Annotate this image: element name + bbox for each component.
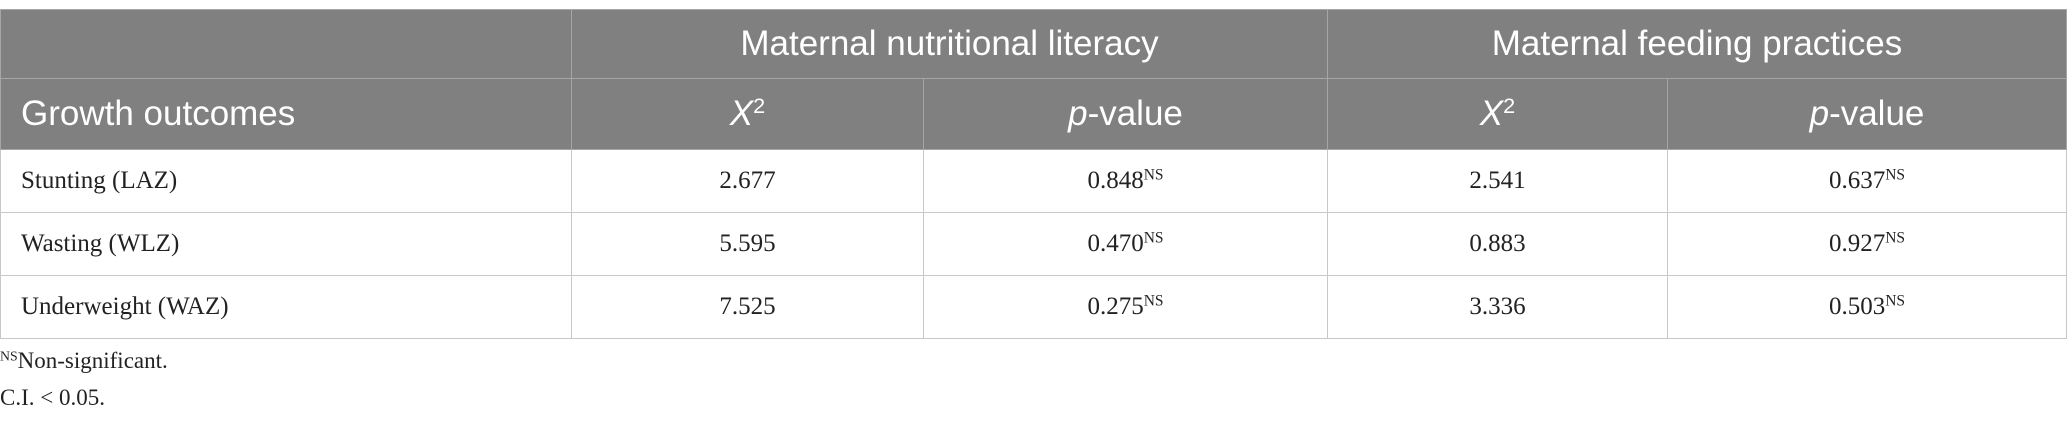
column-header: X2 bbox=[1327, 78, 1668, 150]
results-table: Maternal nutritional literacy Maternal f… bbox=[0, 9, 2067, 339]
cell-value: 0.470 bbox=[1087, 230, 1144, 257]
cell-value: 0.637 bbox=[1828, 167, 1886, 194]
column-header: X2 bbox=[571, 78, 924, 150]
footnote-text: Non-significant. bbox=[17, 348, 168, 373]
group-header: Maternal feeding practices bbox=[1327, 9, 2067, 79]
header-text: -value bbox=[1087, 94, 1183, 133]
value-cell: 0.470NS bbox=[923, 212, 1328, 276]
group-header: Maternal nutritional literacy bbox=[571, 9, 1328, 79]
footnote: NSNon-significant. bbox=[0, 342, 168, 379]
superscript: 2 bbox=[753, 93, 766, 119]
table-row: Underweight (WAZ) 7.525 0.275NS 3.336 0.503N… bbox=[0, 275, 2067, 339]
superscript: NS bbox=[1885, 166, 1906, 184]
column-header: p-value bbox=[923, 78, 1328, 150]
superscript: NS bbox=[1143, 292, 1164, 310]
value-cell: 0.848NS bbox=[923, 149, 1328, 213]
value-cell: 5.595 bbox=[571, 212, 924, 276]
cell-value: 0.848 bbox=[1087, 167, 1144, 194]
row-label: Stunting (LAZ) bbox=[0, 149, 572, 213]
cell-value: 0.503 bbox=[1828, 293, 1886, 320]
header-column-row: Growth outcomes X2 p-value X2 p-value bbox=[0, 78, 2067, 150]
value-cell: 0.637NS bbox=[1667, 149, 2067, 213]
header-text: -value bbox=[1829, 94, 1925, 133]
superscript: 2 bbox=[1503, 93, 1516, 119]
superscript: NS bbox=[1885, 292, 1906, 310]
footnote: C.I. < 0.05. bbox=[0, 379, 168, 416]
header-empty bbox=[0, 9, 572, 79]
row-label: Underweight (WAZ) bbox=[0, 275, 572, 339]
italic-text: p bbox=[1068, 94, 1088, 133]
value-cell: 2.541 bbox=[1327, 149, 1668, 213]
superscript: NS bbox=[1143, 166, 1164, 184]
cell-value: 0.927 bbox=[1828, 230, 1886, 257]
table-row: Wasting (WLZ) 5.595 0.470NS 0.883 0.927NS bbox=[0, 212, 2067, 276]
row-label-header: Growth outcomes bbox=[0, 78, 572, 150]
italic-text: p bbox=[1809, 94, 1830, 133]
cell-value: 0.275 bbox=[1087, 293, 1144, 320]
value-cell: 0.503NS bbox=[1667, 275, 2067, 339]
symbol: X bbox=[729, 94, 754, 133]
row-label: Wasting (WLZ) bbox=[0, 212, 572, 276]
footnote-text: C.I. < 0.05. bbox=[0, 385, 105, 410]
superscript: NS bbox=[1885, 229, 1906, 247]
superscript: NS bbox=[1143, 229, 1164, 247]
value-cell: 7.525 bbox=[571, 275, 924, 339]
superscript: NS bbox=[0, 348, 18, 364]
value-cell: 0.275NS bbox=[923, 275, 1328, 339]
table-row: Stunting (LAZ) 2.677 0.848NS 2.541 0.637NS bbox=[0, 149, 2067, 213]
value-cell: 3.336 bbox=[1327, 275, 1668, 339]
table-body: Stunting (LAZ) 2.677 0.848NS 2.541 0.637NS Wa… bbox=[0, 149, 2067, 339]
value-cell: 2.677 bbox=[571, 149, 924, 213]
column-header: p-value bbox=[1667, 78, 2067, 150]
header-group-row: Maternal nutritional literacy Maternal f… bbox=[0, 9, 2067, 79]
symbol: X bbox=[1479, 94, 1504, 133]
value-cell: 0.883 bbox=[1327, 212, 1668, 276]
footnotes: NSNon-significant. C.I. < 0.05. bbox=[0, 342, 168, 416]
value-cell: 0.927NS bbox=[1667, 212, 2067, 276]
